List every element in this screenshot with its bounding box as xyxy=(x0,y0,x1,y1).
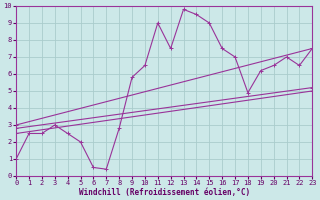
X-axis label: Windchill (Refroidissement éolien,°C): Windchill (Refroidissement éolien,°C) xyxy=(79,188,250,197)
